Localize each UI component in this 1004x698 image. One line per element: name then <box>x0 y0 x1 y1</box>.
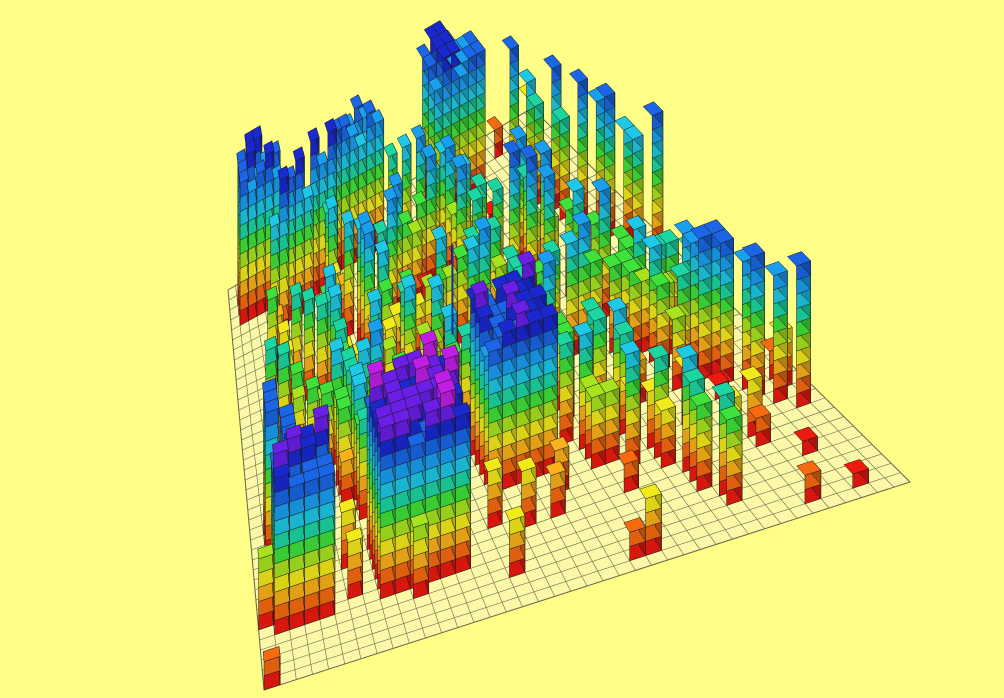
voxel-columns <box>236 20 869 691</box>
